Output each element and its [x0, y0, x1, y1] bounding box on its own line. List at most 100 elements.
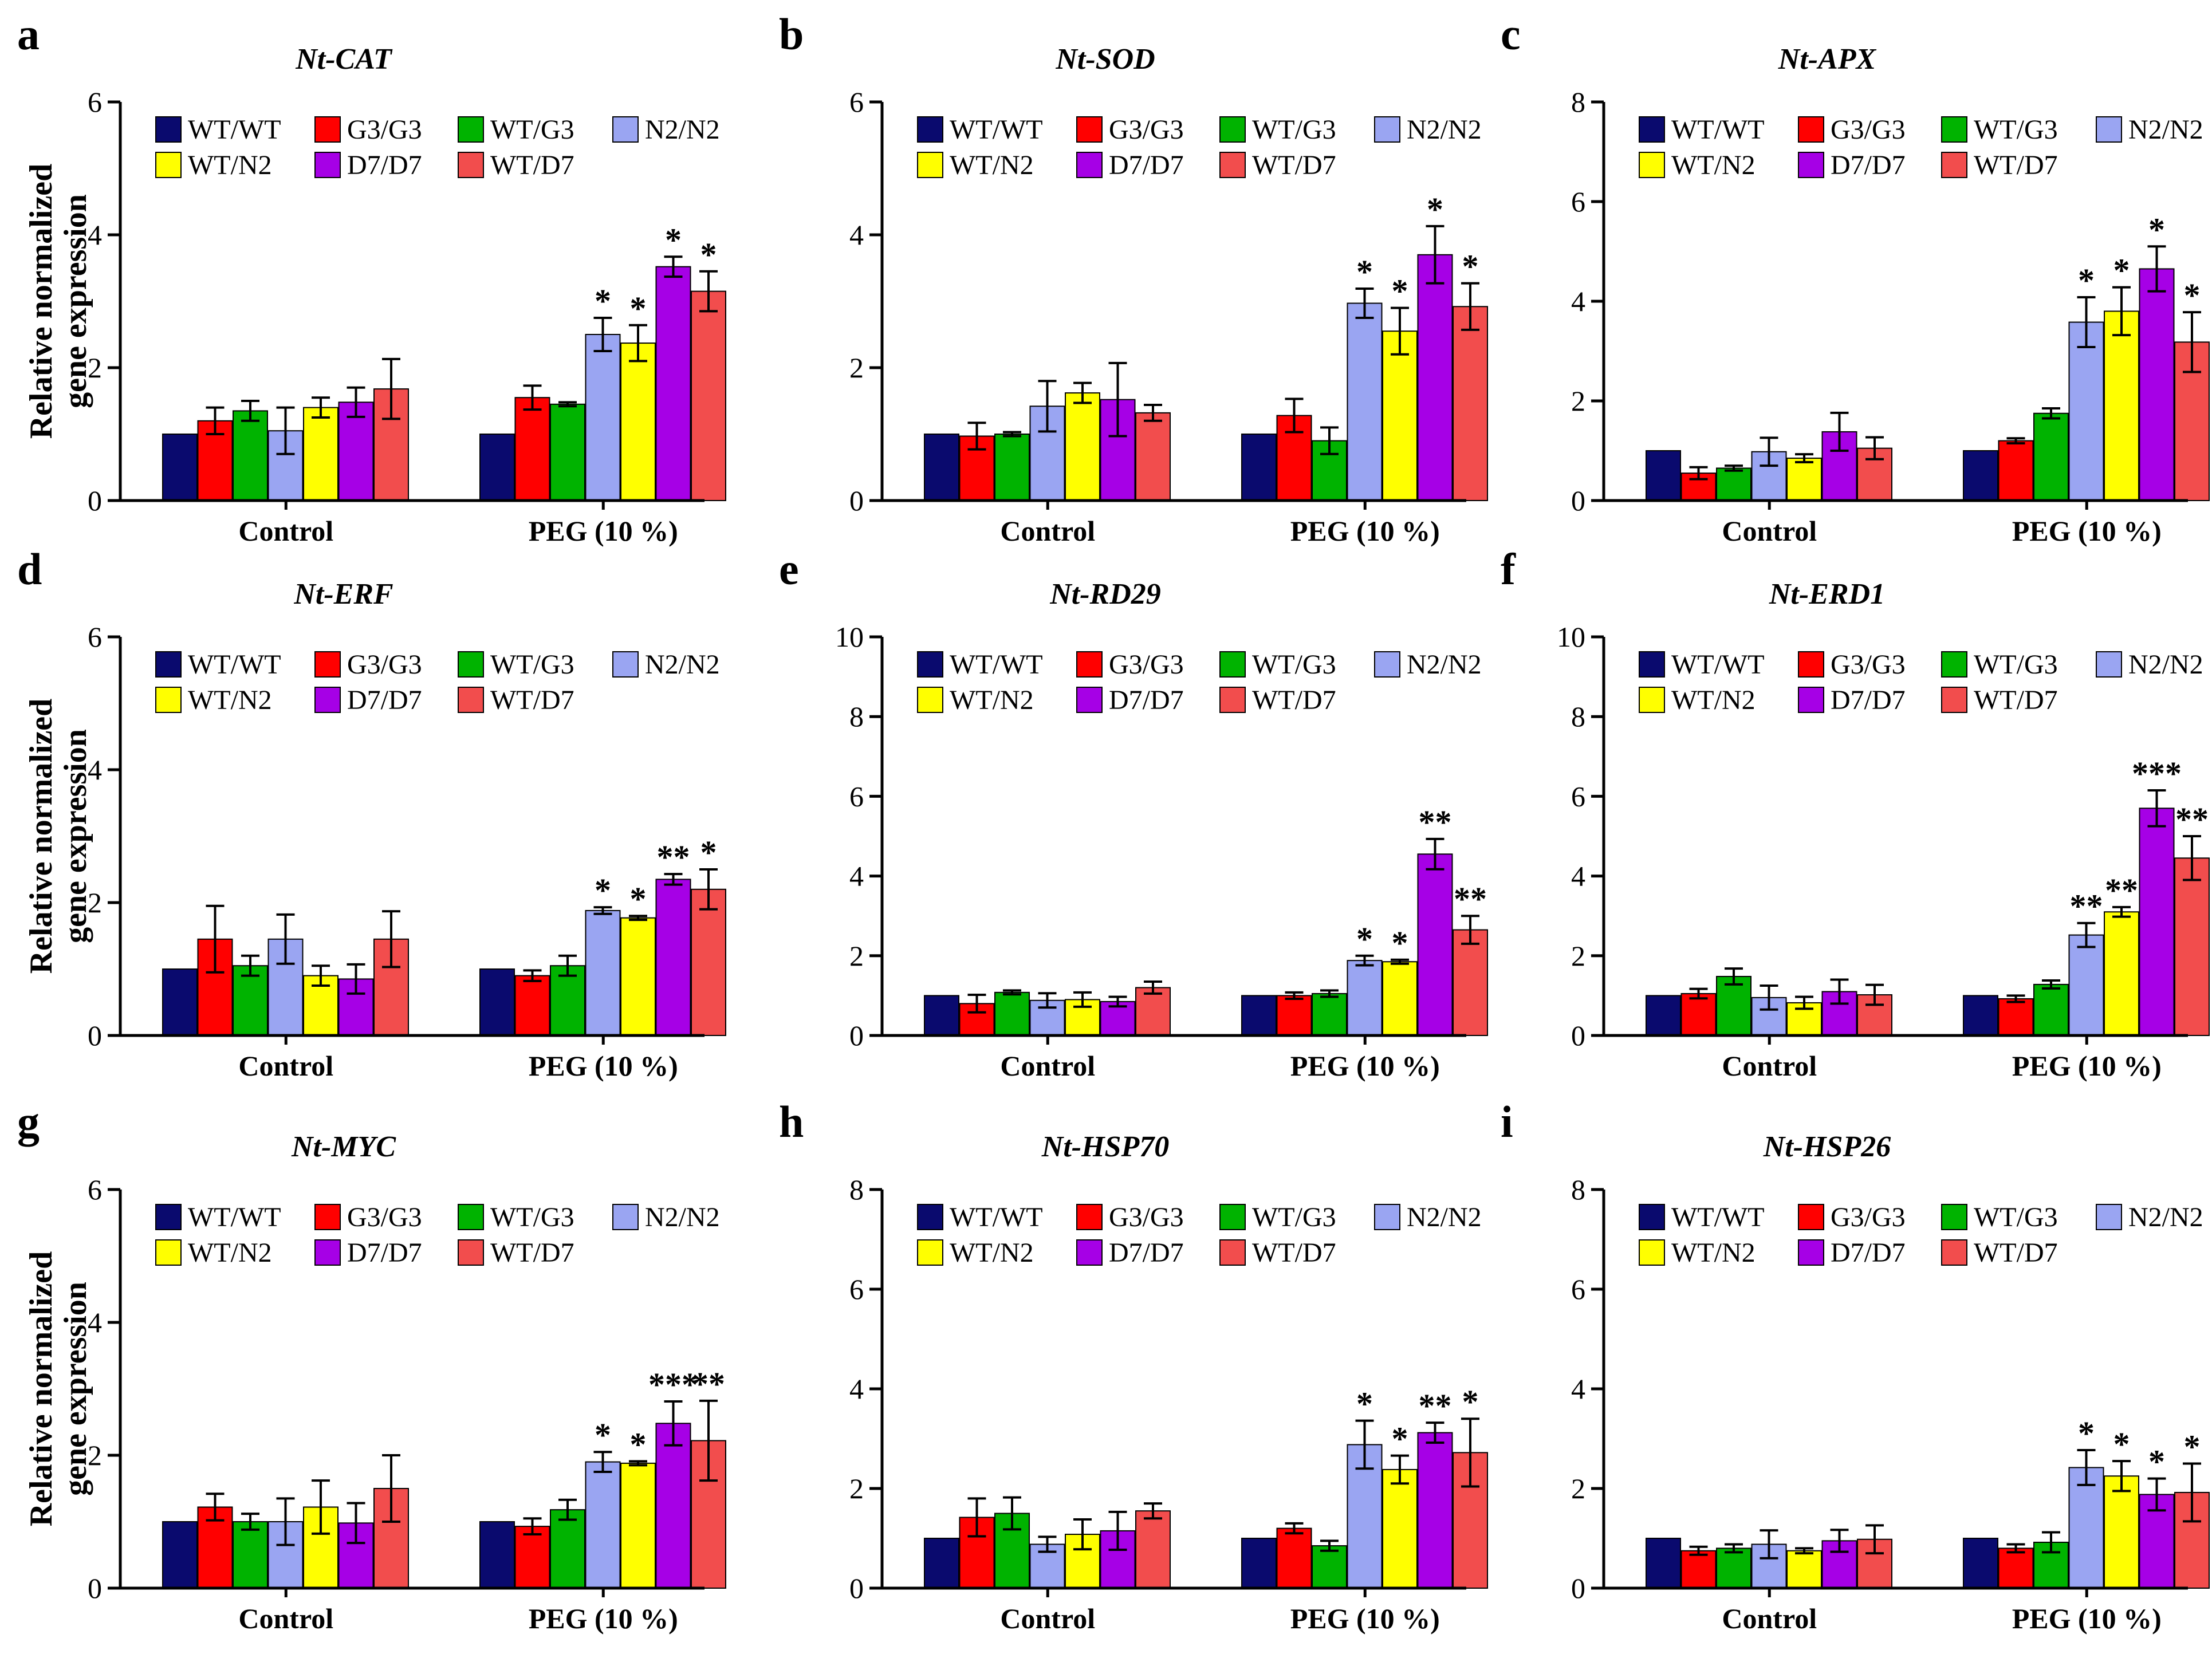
legend-swatch-WT-WT — [155, 116, 182, 143]
legend-label: WT/G3 — [1252, 115, 1336, 145]
legend-swatch-WT-D7 — [1219, 687, 1246, 713]
legend-label: WT/G3 — [1974, 115, 2058, 145]
bar-D7-D7-peg — [2139, 1494, 2175, 1589]
bar-WT-D7-control — [373, 388, 409, 501]
panel-title: Nt-ERD1 — [1769, 578, 1885, 611]
legend-swatch-WT-G3 — [1941, 651, 1967, 678]
y-axis-label: Relative normalized — [23, 1251, 59, 1527]
legend-label: WT/N2 — [188, 685, 272, 715]
x-tick-label: PEG (10 %) — [529, 1050, 678, 1082]
bar-WT-N2-peg — [2104, 1475, 2139, 1589]
bar-WT-WT-control — [1646, 1538, 1681, 1589]
y-tick-label: 6 — [1571, 780, 1585, 812]
y-tick-label: 8 — [1571, 1173, 1585, 1206]
legend-label: WT/G3 — [490, 649, 574, 680]
bar-WT-G3-control — [1716, 975, 1752, 1036]
legend-label: WT/N2 — [1671, 150, 1756, 180]
panel-letter: g — [17, 1097, 40, 1147]
y-tick-label: 4 — [849, 860, 864, 892]
legend-label: N2/N2 — [1407, 115, 1482, 145]
significance-mark: * — [1462, 248, 1479, 285]
significance-mark: * — [2148, 1443, 2165, 1480]
bar-N2-N2-peg — [1347, 960, 1383, 1036]
legend-swatch-N2-N2 — [612, 1204, 639, 1230]
x-tick-label: Control — [1000, 1602, 1095, 1635]
legend-label: G3/G3 — [1831, 649, 1906, 680]
legend-label: WT/WT — [188, 115, 281, 145]
panel-title: Nt-APX — [1778, 43, 1877, 76]
significance-mark: ** — [2070, 888, 2103, 925]
legend-label: WT/WT — [1671, 115, 1765, 145]
bar-WT-WT-control — [162, 434, 198, 501]
x-tick-label: Control — [1000, 1050, 1095, 1082]
significance-mark: * — [630, 1425, 647, 1463]
bar-WT-N2-peg — [2104, 911, 2139, 1036]
panel-letter: a — [17, 9, 40, 59]
legend-swatch-N2-N2 — [1374, 651, 1400, 678]
panel-letter: e — [779, 544, 799, 594]
bar-G3-G3-peg — [1998, 440, 2034, 501]
legend-swatch-N2-N2 — [612, 651, 639, 678]
bar-WT-WT-control — [1646, 995, 1681, 1037]
bar-WT-WT-control — [924, 995, 959, 1037]
y-tick-label: 2 — [88, 352, 102, 384]
y-tick-label: 6 — [849, 86, 864, 118]
bar-N2-N2-peg — [585, 1461, 621, 1589]
legend-swatch-WT-G3 — [1941, 1204, 1967, 1230]
legend-label: WT/D7 — [1252, 1238, 1336, 1268]
y-tick-label: 2 — [88, 1439, 102, 1471]
legend-label: G3/G3 — [1109, 115, 1184, 145]
legend-swatch-G3-G3 — [314, 651, 341, 678]
legend-swatch-G3-G3 — [314, 116, 341, 143]
bar-WT-WT-peg — [1963, 1538, 1998, 1589]
legend-label: WT/WT — [188, 649, 281, 680]
legend-label: WT/WT — [950, 649, 1043, 680]
legend-swatch-WT-WT — [917, 651, 943, 678]
significance-mark: * — [1356, 253, 1373, 290]
bar-WT-WT-control — [162, 1521, 198, 1589]
legend-label: WT/G3 — [1974, 649, 2058, 680]
legend-swatch-D7-D7 — [1798, 1239, 1824, 1266]
y-tick-label: 8 — [849, 700, 864, 733]
significance-mark: ** — [2175, 801, 2209, 838]
legend: WT/WT G3/G3 WT/G3 N2/N2 WT/N2 D7/D7 WT/D7 — [1639, 115, 2203, 180]
y-tick-label: 4 — [88, 754, 102, 786]
bar-WT-WT-peg — [479, 968, 515, 1036]
panel-title: Nt-HSP70 — [1041, 1131, 1169, 1163]
legend-swatch-G3-G3 — [314, 1204, 341, 1230]
panel-i: i Nt-HSP26 0 2 4 6 8 * * * * Control PEG (10 %) WT/WT… — [1501, 1097, 2210, 1635]
significance-mark: * — [665, 221, 682, 258]
legend: WT/WT G3/G3 WT/G3 N2/N2 WT/N2 D7/D7 WT/D7 — [917, 115, 1482, 180]
legend-label: WT/N2 — [1671, 1238, 1756, 1268]
bar-WT-D7-control — [1135, 412, 1171, 501]
legend-label: WT/D7 — [490, 1238, 574, 1268]
bar-N2-N2-peg — [585, 909, 621, 1037]
y-tick-label: 10 — [835, 621, 864, 653]
legend-label: G3/G3 — [347, 115, 422, 145]
bar-N2-N2-peg — [2068, 934, 2104, 1037]
legend-label: WT/G3 — [1252, 1202, 1336, 1232]
significance-mark: * — [630, 880, 647, 917]
legend-swatch-N2-N2 — [2096, 651, 2122, 678]
bar-WT-G3-peg — [2033, 412, 2069, 501]
significance-mark: *** — [648, 1366, 698, 1403]
bar-WT-WT-peg — [1241, 1538, 1277, 1589]
y-tick-label: 0 — [1571, 485, 1585, 517]
panel-letter: b — [779, 9, 804, 59]
legend-swatch-WT-D7 — [1941, 687, 1967, 713]
legend-label: WT/WT — [1671, 649, 1765, 680]
y-tick-label: 4 — [1571, 1373, 1585, 1405]
bar-WT-N2-peg — [1382, 961, 1418, 1036]
legend-label: N2/N2 — [645, 1202, 720, 1232]
legend: WT/WT G3/G3 WT/G3 N2/N2 WT/N2 D7/D7 WT/D7 — [917, 1202, 1482, 1268]
legend-label: G3/G3 — [1831, 115, 1906, 145]
y-tick-label: 8 — [1571, 700, 1585, 733]
legend-swatch-N2-N2 — [1374, 1204, 1400, 1230]
bar-WT-WT-peg — [1241, 434, 1277, 501]
bar-G3-G3-control — [1680, 1550, 1717, 1589]
bar-WT-WT-peg — [1241, 995, 1277, 1037]
significance-mark: * — [595, 282, 611, 320]
